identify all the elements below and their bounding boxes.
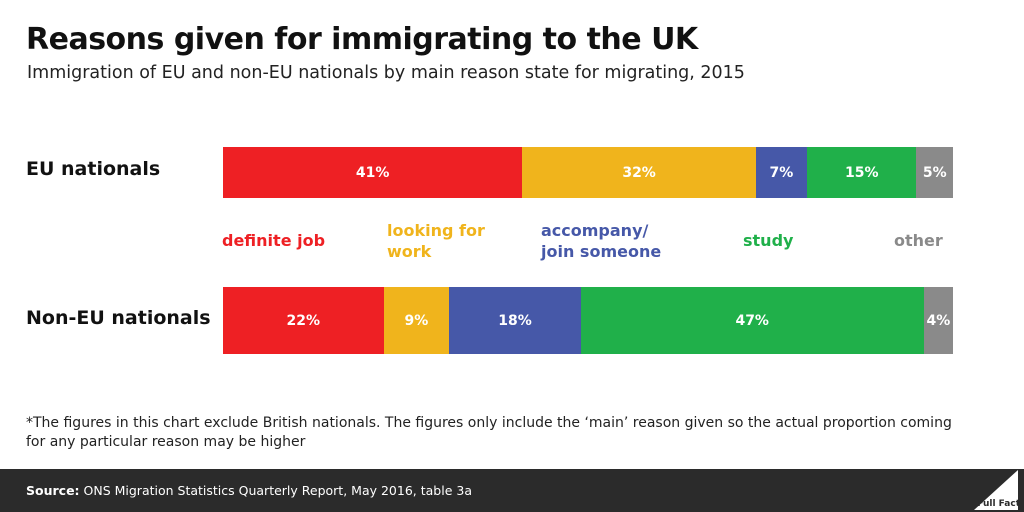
bar-segment-non-eu-nationals-other: 4%	[923, 287, 953, 354]
stacked-bar-non-eu: 22% 9% 18% 47% 4%	[223, 287, 953, 354]
data-label: 15%	[844, 164, 879, 181]
bar-segment-non-eu-nationals-accompany-join-someone: 18%	[449, 287, 581, 354]
legend-item-definite-job: definite job	[222, 231, 326, 250]
full-fact-logo-text: Full Fact	[977, 499, 1020, 509]
bar-segment-eu-nationals-other: 5%	[916, 147, 953, 198]
chart-title: Reasons given for immigrating to the UK	[26, 22, 698, 57]
data-label: 18%	[498, 312, 532, 329]
legend-item-looking-for-work: looking for work	[387, 221, 485, 261]
data-label: 9%	[404, 312, 429, 329]
source-text: ONS Migration Statistics Quarterly Repor…	[79, 483, 472, 498]
data-label: 4%	[926, 312, 951, 329]
legend-item-other: other	[894, 231, 943, 250]
source-line: Source: ONS Migration Statistics Quarter…	[26, 483, 472, 498]
category-label-eu: EU nationals	[26, 158, 161, 180]
footnote: *The figures in this chart exclude Briti…	[26, 415, 952, 450]
source-label: Source:	[26, 483, 80, 498]
footer: Source: ONS Migration Statistics Quarter…	[0, 469, 1024, 512]
data-label: 32%	[622, 164, 656, 181]
category-label-non-eu: Non-EU nationals	[26, 307, 211, 329]
bar-segment-non-eu-nationals-definite-job: 22%	[223, 287, 384, 354]
stacked-bar-eu: 41% 32% 7% 15% 5%	[223, 147, 953, 198]
legend-item-accompany: accompany/ join someone	[541, 221, 662, 261]
bar-segment-non-eu-nationals-study: 47%	[580, 287, 924, 354]
data-label: 7%	[769, 164, 794, 181]
bar-segment-eu-nationals-study: 15%	[806, 147, 917, 198]
full-fact-logo-icon	[974, 470, 1018, 510]
bar-segment-non-eu-nationals-looking-for-work: 9%	[383, 287, 450, 354]
bar-segment-eu-nationals-accompany-join-someone: 7%	[755, 147, 807, 198]
data-label: 5%	[922, 164, 947, 181]
bar-segment-eu-nationals-definite-job: 41%	[223, 147, 523, 198]
legend-item-study: study	[743, 231, 794, 250]
chart-subtitle: Immigration of EU and non-EU nationals b…	[27, 63, 745, 83]
data-label: 47%	[735, 312, 769, 329]
data-label: 22%	[286, 312, 321, 329]
bar-segment-eu-nationals-looking-for-work: 32%	[522, 147, 756, 198]
data-label: 41%	[355, 164, 390, 181]
